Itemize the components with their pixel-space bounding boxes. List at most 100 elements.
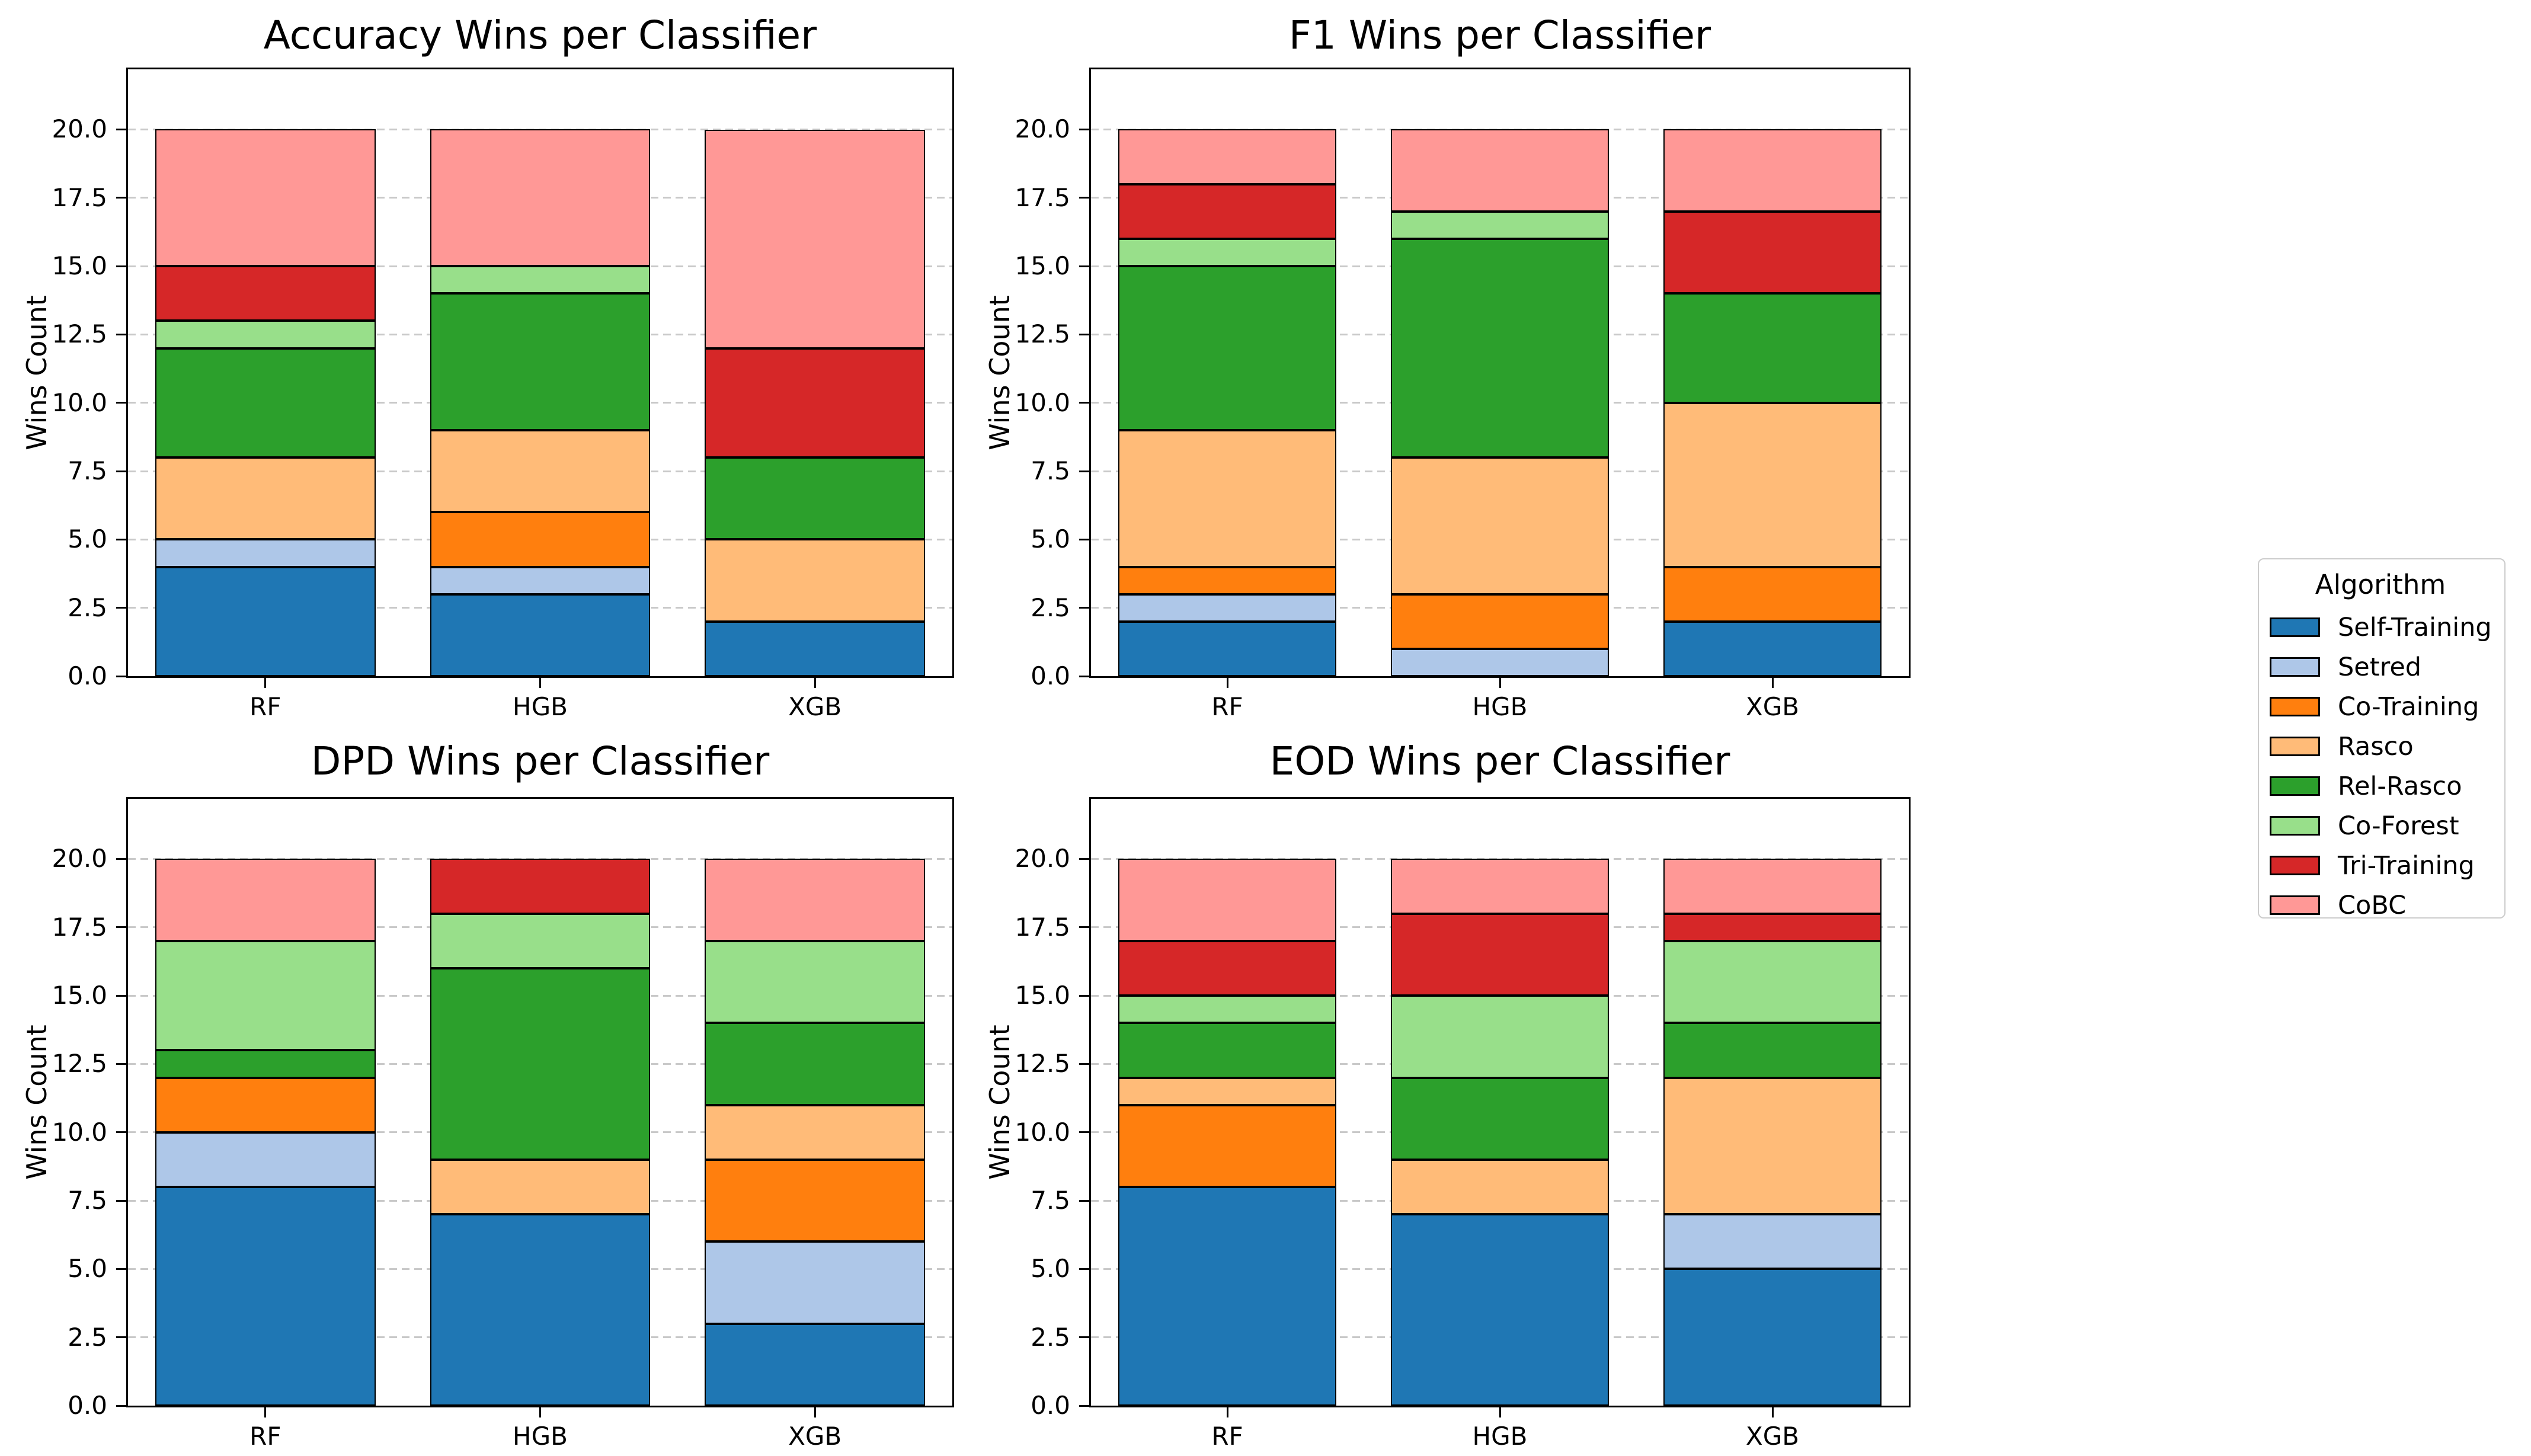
y-tick-mark-10.0	[116, 1131, 126, 1134]
x-tick-label-XGB: XGB	[788, 1422, 842, 1451]
chart-title-dpd: DPD Wins per Classifier	[311, 738, 770, 784]
legend-entry-rel-rasco: Rel-Rasco	[2270, 766, 2491, 806]
y-tick-label: 10.0	[1015, 1117, 1070, 1147]
bar-HGB-segment-co-forest	[430, 913, 651, 968]
bar-RF-segment-self-training	[1118, 621, 1337, 676]
bar-XGB-segment-co-forest	[705, 940, 925, 1023]
legend-label-rasco: Rasco	[2338, 731, 2414, 761]
bar-HGB-segment-setred	[1390, 648, 1610, 676]
bar-HGB-segment-self-training	[430, 594, 651, 676]
y-tick-mark-12.5	[116, 1063, 126, 1065]
bar-XGB-segment-rasco	[1663, 1077, 1882, 1215]
y-tick-mark-0.0	[116, 675, 126, 677]
y-tick-mark-20.0	[116, 857, 126, 860]
legend-swatch-setred	[2270, 657, 2320, 677]
y-axis-title-accuracy: Wins Count	[21, 295, 53, 450]
y-tick-mark-17.5	[116, 197, 126, 199]
bar-HGB-segment-rel-rasco	[1390, 1077, 1610, 1160]
gridline-15.0	[1091, 994, 1909, 997]
y-tick-mark-2.5	[116, 1336, 126, 1339]
bar-HGB-segment-co-forest	[430, 266, 651, 294]
x-tick-label-RF: RF	[1211, 1422, 1243, 1451]
y-tick-label: 5.0	[1031, 1254, 1070, 1284]
y-tick-mark-12.5	[1079, 333, 1089, 335]
y-tick-mark-10.0	[116, 402, 126, 404]
bar-RF-segment-rasco	[1118, 1077, 1337, 1105]
x-tick-mark-XGB	[1771, 1407, 1774, 1417]
bar-RF-segment-cobc	[1118, 859, 1337, 941]
bar-HGB-segment-tri-training	[1390, 913, 1610, 996]
bar-RF-segment-co-forest	[1118, 238, 1337, 267]
bar-XGB-segment-rasco	[705, 1105, 925, 1160]
legend-entry-setred: Setred	[2270, 647, 2491, 687]
bar-RF-segment-tri-training	[155, 266, 376, 321]
y-tick-label: 2.5	[1031, 1322, 1070, 1352]
bar-XGB-segment-self-training	[1663, 1269, 1882, 1406]
y-tick-label: 12.5	[1015, 1049, 1070, 1079]
legend: Algorithm Self-Training Setred Co-Training…	[2258, 558, 2506, 920]
plot-area-f1: 0.0 2.5 5.0 7.5 10.0 12.5 15.0 17.5 20.0 RF HGB XGB	[1015, 68, 1911, 721]
bar-XGB-segment-co-forest	[1663, 940, 1882, 1023]
y-tick-label: 0.0	[1031, 661, 1070, 690]
legend-label-rel-rasco: Rel-Rasco	[2338, 771, 2462, 801]
bar-HGB-segment-rasco	[1390, 1159, 1610, 1215]
bar-HGB-segment-rel-rasco	[1390, 239, 1610, 457]
y-axis-title-dpd: Wins Count	[21, 1025, 53, 1180]
bar-HGB-segment-rasco	[430, 1159, 651, 1215]
x-tick-label-XGB: XGB	[788, 692, 842, 721]
bar-HGB-segment-rasco	[430, 430, 651, 513]
bar-RF-segment-co-forest	[155, 321, 376, 348]
bar-HGB-segment-co-training	[1390, 594, 1610, 649]
bar-RF-segment-co-training	[1118, 567, 1337, 594]
y-tick-label: 17.5	[1015, 912, 1070, 942]
bar-RF-segment-tri-training	[1118, 940, 1337, 996]
plot-area-eod: 0.0 2.5 5.0 7.5 10.0 12.5 15.0 17.5 20.0 RF HGB XGB	[1015, 797, 1911, 1451]
y-tick-mark-7.5	[116, 470, 126, 472]
y-tick-mark-2.5	[1079, 1336, 1089, 1339]
y-tick-mark-15.0	[1079, 994, 1089, 997]
legend-entry-co-forest: Co-Forest	[2270, 806, 2491, 846]
y-tick-label: 5.0	[1031, 524, 1070, 554]
y-tick-mark-17.5	[1079, 197, 1089, 199]
bar-HGB-segment-self-training	[430, 1214, 651, 1406]
y-tick-mark-2.5	[116, 607, 126, 609]
bar-HGB-segment-cobc	[430, 129, 651, 267]
y-tick-label: 15.0	[52, 251, 107, 281]
bar-XGB-segment-self-training	[705, 621, 925, 676]
y-tick-label: 7.5	[1031, 456, 1070, 486]
legend-label-co-forest: Co-Forest	[2338, 811, 2459, 841]
y-tick-mark-12.5	[116, 333, 126, 335]
bar-HGB-segment-co-forest	[1390, 211, 1610, 239]
bar-XGB-segment-co-training	[705, 1159, 925, 1242]
bar-RF-segment-cobc	[1118, 129, 1337, 184]
chart-title-eod: EOD Wins per Classifier	[1269, 738, 1730, 784]
bar-XGB-segment-setred	[1663, 1214, 1882, 1269]
y-tick-mark-5.0	[116, 1268, 126, 1270]
bar-HGB-segment-co-training	[430, 512, 651, 567]
y-axis-title-eod: Wins Count	[984, 1025, 1016, 1180]
chart-title-accuracy: Accuracy Wins per Classifier	[263, 12, 817, 58]
legend-label-tri-training: Tri-Training	[2338, 850, 2475, 881]
y-tick-label: 12.5	[52, 319, 107, 349]
x-tick-label-HGB: HGB	[513, 692, 568, 721]
y-tick-label: 10.0	[52, 388, 107, 417]
y-tick-mark-15.0	[116, 265, 126, 267]
x-tick-label-RF: RF	[1211, 692, 1243, 721]
x-tick-mark-XGB	[814, 678, 816, 688]
bar-XGB-segment-rel-rasco	[1663, 1023, 1882, 1078]
bar-RF-segment-setred	[155, 1132, 376, 1187]
legend-swatch-self-training	[2270, 617, 2320, 637]
y-tick-label: 17.5	[1015, 183, 1070, 212]
bar-RF-segment-cobc	[155, 859, 376, 941]
y-tick-mark-0.0	[1079, 1404, 1089, 1407]
y-tick-label: 20.0	[52, 114, 107, 144]
y-tick-label: 5.0	[68, 1254, 107, 1284]
x-tick-mark-HGB	[539, 1407, 541, 1417]
legend-entry-tri-training: Tri-Training	[2270, 846, 2491, 885]
bar-XGB-segment-cobc	[705, 129, 925, 348]
x-tick-label-HGB: HGB	[1472, 692, 1528, 721]
y-tick-mark-5.0	[116, 538, 126, 540]
bar-XGB-segment-rasco	[1663, 402, 1882, 567]
bar-HGB-segment-setred	[430, 567, 651, 594]
